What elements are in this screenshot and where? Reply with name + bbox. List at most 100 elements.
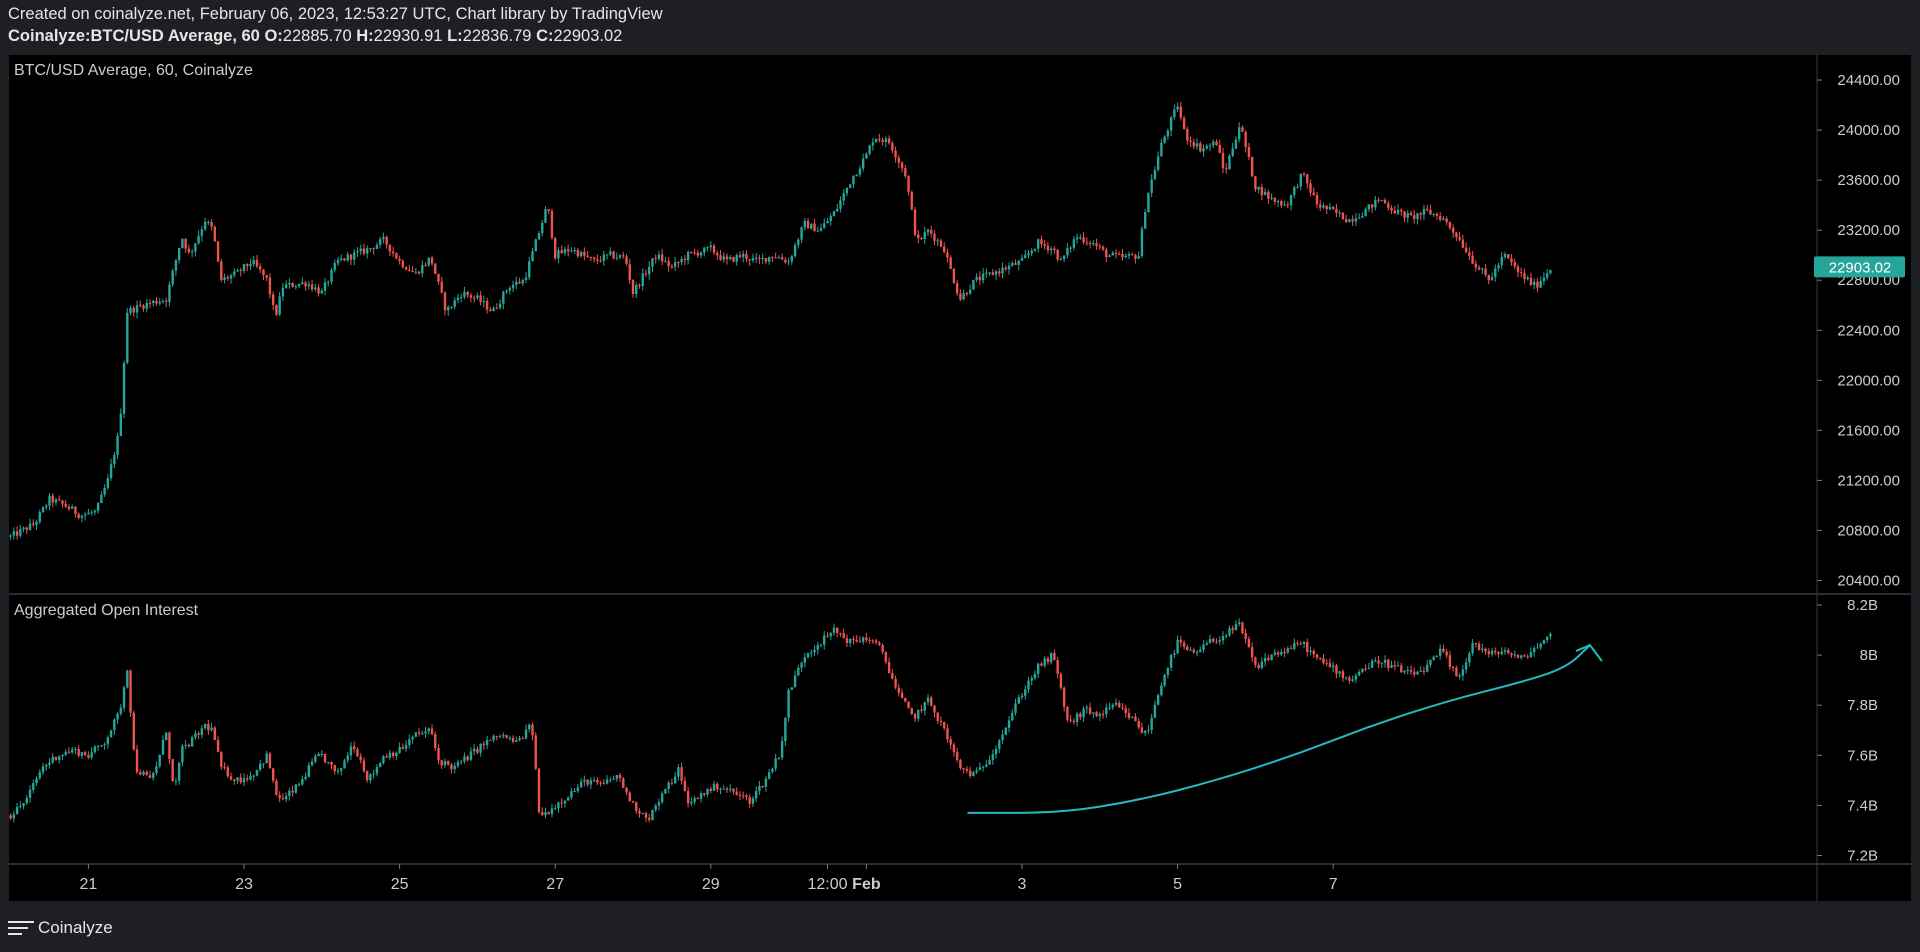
oi-candle <box>1507 647 1510 655</box>
oi-candle <box>618 772 622 783</box>
price-candle <box>96 501 100 514</box>
price-candle <box>1383 197 1387 204</box>
created-line: Created on coinalyze.net, February 06, 2… <box>8 5 663 23</box>
price-candle <box>1464 242 1468 254</box>
price-candle <box>1429 204 1432 216</box>
price-candle <box>113 451 116 469</box>
oi-candle <box>314 753 317 764</box>
time-tick: 12:00 <box>807 864 848 893</box>
price-candle <box>777 255 781 259</box>
oi-tick: 7.4B <box>1817 797 1878 814</box>
price-candle <box>1338 210 1341 218</box>
price-candle <box>1322 202 1325 209</box>
oi-candle <box>119 704 123 716</box>
price-candle <box>1315 192 1319 209</box>
oi-candle <box>732 788 735 795</box>
oi-candle <box>1231 625 1234 635</box>
oi-tick: 8B <box>1817 647 1878 664</box>
oi-candle <box>447 760 450 766</box>
oi-candle <box>369 773 372 784</box>
price-candle <box>424 262 427 267</box>
oi-candle <box>868 637 871 644</box>
price-candle <box>994 269 998 281</box>
price-pane-title: BTC/USD Average, 60, Coinalyze <box>14 62 253 79</box>
oi-candle <box>528 723 531 733</box>
price-candle <box>210 218 213 231</box>
oi-candle <box>443 758 447 768</box>
price-candle <box>699 251 703 259</box>
oi-candle <box>1280 648 1283 657</box>
price-candle <box>9 533 12 541</box>
oi-candle <box>434 731 437 751</box>
oi-tick-label: 7.4B <box>1847 797 1878 814</box>
oi-candle <box>719 787 722 795</box>
oi-candle <box>609 776 612 783</box>
price-candle <box>100 491 103 504</box>
price-candle <box>177 247 181 264</box>
oi-candle <box>190 735 194 748</box>
oi-candle <box>437 744 440 765</box>
oi-candle <box>670 778 674 786</box>
price-candle <box>200 226 204 242</box>
price-candle <box>981 268 985 284</box>
oi-candle <box>1199 646 1202 653</box>
price-candle <box>897 154 901 169</box>
price-candle <box>599 255 602 263</box>
oi-candle <box>275 778 278 796</box>
price-candle <box>878 133 881 143</box>
price-candle <box>1192 138 1196 150</box>
price-candle <box>1487 274 1490 285</box>
price-axis-bg[interactable] <box>1817 55 1911 593</box>
oi-candle <box>1357 669 1361 677</box>
oi-candle <box>907 701 910 709</box>
price-candle <box>515 276 518 290</box>
price-tick-label: 24000.00 <box>1837 122 1900 139</box>
price-candle <box>852 174 855 189</box>
oi-candle <box>1270 654 1273 661</box>
price-candle <box>988 272 991 276</box>
price-pane-bg[interactable] <box>9 55 1817 593</box>
oi-candle <box>495 735 499 741</box>
price-candle <box>479 290 482 306</box>
time-axis-bg[interactable] <box>9 865 1817 901</box>
oi-candle <box>1179 635 1183 648</box>
price-candle <box>48 492 51 510</box>
oi-pane-bg[interactable] <box>9 595 1817 863</box>
price-candle <box>1354 213 1358 226</box>
footer-brand[interactable]: Coinalyze <box>38 918 113 937</box>
oi-candle <box>829 632 832 640</box>
oi-axis-bg[interactable] <box>1817 595 1911 863</box>
price-candle <box>498 299 502 310</box>
price-candle <box>602 250 606 266</box>
oi-candle <box>349 741 353 760</box>
oi-candle <box>1150 713 1153 734</box>
last-price-label: 22903.02 <box>1829 259 1892 276</box>
price-candle <box>1069 245 1072 253</box>
oi-candle <box>787 687 790 722</box>
last-price-tag: 22903.02 <box>1814 256 1905 278</box>
price-candle <box>1516 264 1520 278</box>
price-candle <box>187 244 191 255</box>
oi-candle <box>378 762 382 768</box>
oi-candle <box>67 747 71 754</box>
price-tick-label: 21200.00 <box>1837 472 1900 489</box>
oi-candle <box>690 796 693 807</box>
oi-candle <box>333 764 336 775</box>
price-candle <box>570 247 573 253</box>
price-candle <box>1526 275 1529 281</box>
price-candle <box>1351 215 1354 227</box>
oi-candle <box>229 772 233 781</box>
price-candle <box>907 174 910 196</box>
oi-candle <box>297 782 301 787</box>
price-candle <box>155 296 158 306</box>
price-candle <box>229 273 233 284</box>
price-candle <box>168 281 171 307</box>
oi-candle <box>271 768 275 784</box>
price-candle <box>965 291 969 297</box>
price-candle <box>411 265 414 273</box>
price-candle <box>135 300 139 319</box>
price-candle <box>327 280 330 287</box>
oi-candle <box>359 752 362 764</box>
menu-icon[interactable] <box>8 918 34 938</box>
